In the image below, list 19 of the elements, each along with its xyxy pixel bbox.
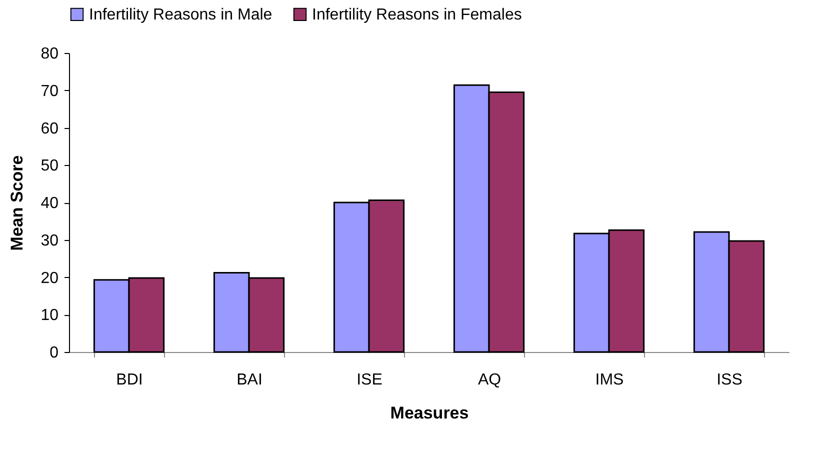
y-tick-label: 70 — [40, 82, 59, 100]
y-tick-label: 50 — [40, 158, 59, 175]
x-axis-title: Measures — [390, 404, 469, 422]
y-tick-label: 60 — [40, 120, 59, 138]
y-tick-label: 20 — [40, 270, 59, 287]
y-tick-label: 10 — [40, 307, 59, 324]
x-tick-label: BAI — [236, 372, 262, 388]
x-tick-label: ISE — [356, 372, 382, 388]
y-tick-label: 40 — [40, 195, 59, 212]
y-tick-label: 80 — [40, 46, 59, 62]
x-tick-label: AQ — [478, 372, 502, 388]
y-tick-label: 0 — [50, 344, 59, 362]
x-tick-label: ISS — [716, 372, 742, 388]
legend-label: Infertility Reasons in Male — [89, 6, 272, 24]
x-tick-label: BDI — [116, 372, 143, 388]
y-axis-title: Mean Score — [8, 155, 27, 251]
x-tick-label: IMS — [595, 372, 624, 388]
legend-label: Infertility Reasons in Females — [312, 6, 522, 24]
y-tick-label: 30 — [40, 232, 59, 250]
